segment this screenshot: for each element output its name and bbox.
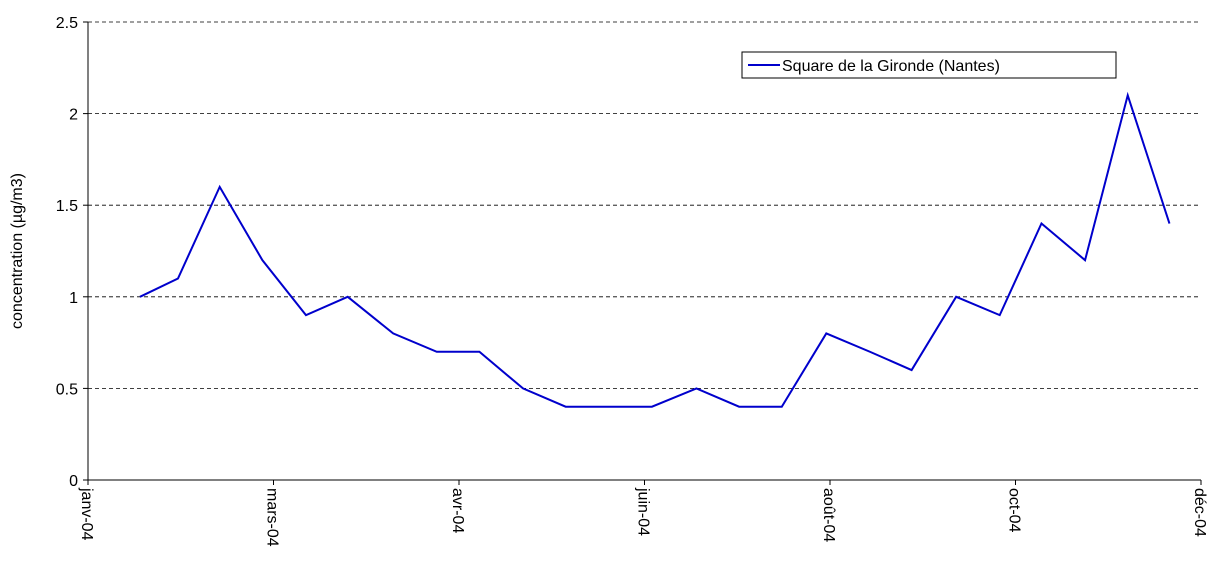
x-tick-label: oct-04 [1006,488,1023,533]
y-tick-label: 2.5 [56,15,78,32]
x-tick-label: déc-04 [1191,488,1208,537]
y-axis-label: concentration (µg/m3) [9,173,26,329]
y-tick-label: 0 [69,473,78,490]
x-tick-label: août-04 [820,488,837,542]
x-tick-label: janv-04 [78,487,95,541]
x-tick-label: avr-04 [449,488,466,533]
y-tick-label: 2 [69,107,78,124]
legend-box [741,51,1117,79]
x-tick-label: mars-04 [264,488,281,547]
y-tick-label: 1 [69,290,78,307]
y-tick-label: 1.5 [56,198,78,215]
legend-label: Square de la Gironde (Nantes) [782,58,1000,75]
data-line [139,91,1171,408]
y-tick-label: 0.5 [56,381,78,398]
x-tick-label: juin-04 [635,487,652,536]
